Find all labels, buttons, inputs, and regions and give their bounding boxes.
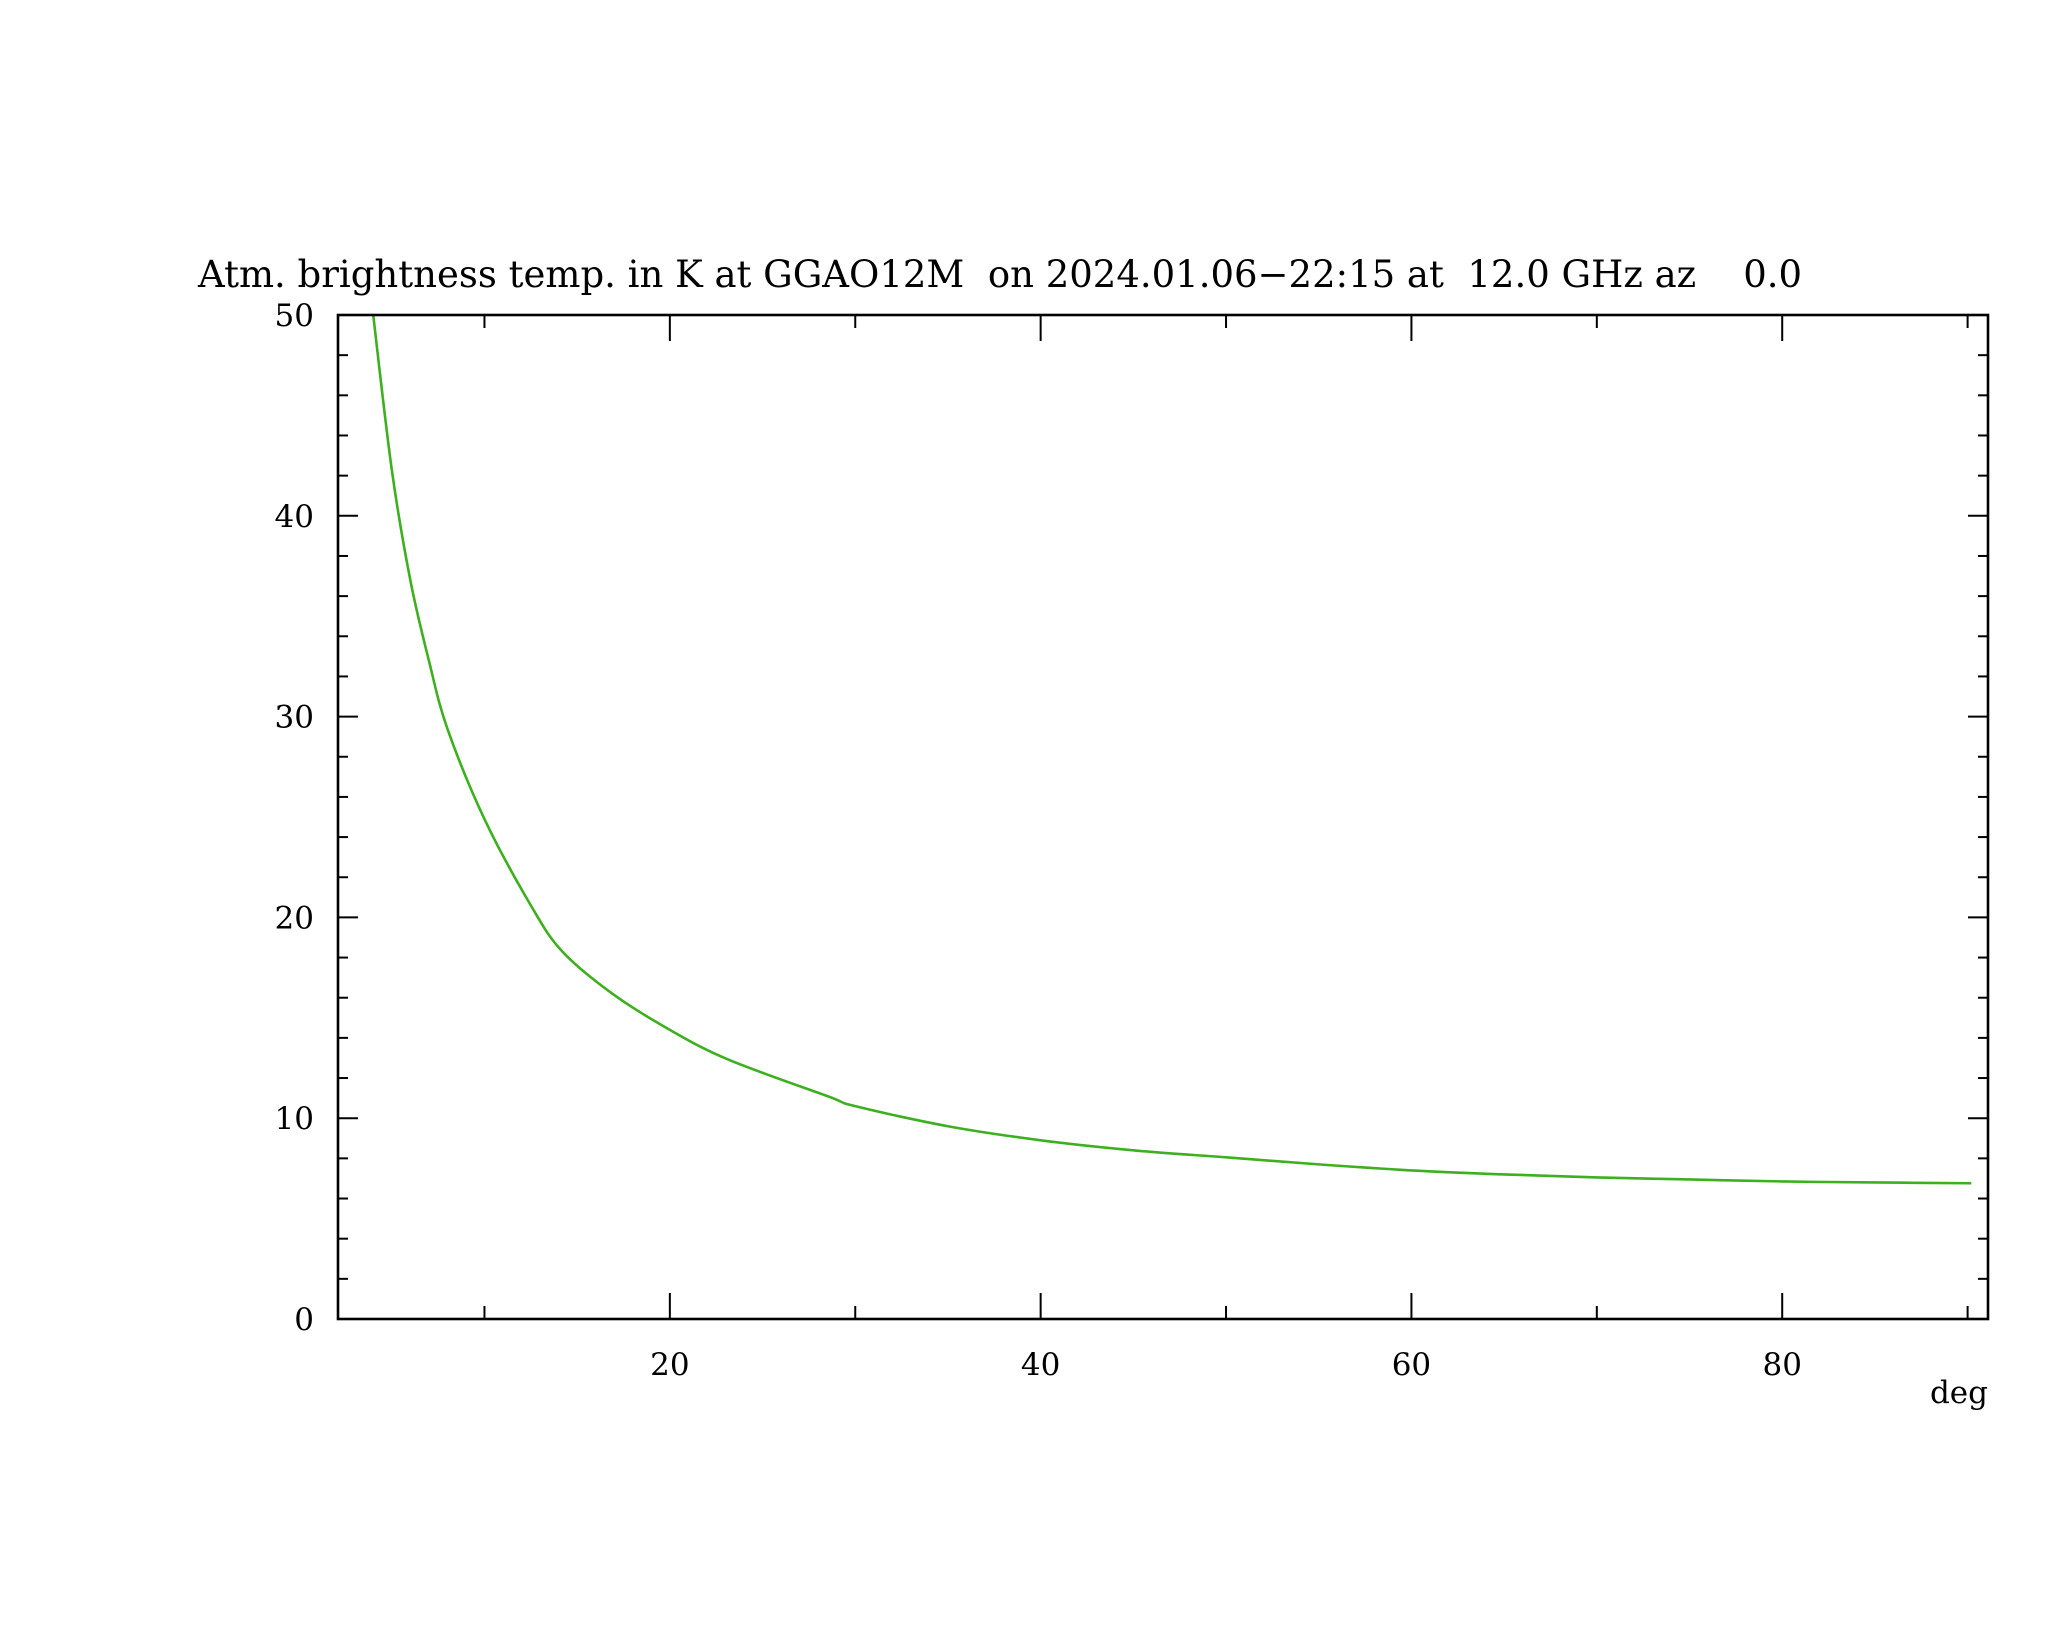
plot-frame xyxy=(336,313,1990,1321)
chart-title: Atm. brightness temp. in K at GGAO12M on… xyxy=(197,253,1802,296)
y-tick-label: 10 xyxy=(275,1101,314,1137)
x-axis-label: deg xyxy=(1930,1375,1988,1411)
axis-ticks xyxy=(338,314,1988,1320)
y-tick-label: 0 xyxy=(294,1302,314,1338)
y-tick-label: 50 xyxy=(275,298,314,334)
x-tick-label: 60 xyxy=(1392,1347,1431,1383)
series-line xyxy=(371,314,1972,1185)
tick-labels: 20 40 60 80 0 10 20 30 40 50 xyxy=(275,298,1802,1383)
x-tick-label: 40 xyxy=(1021,1347,1060,1383)
y-tick-label: 30 xyxy=(275,700,314,736)
y-tick-label: 40 xyxy=(275,499,314,535)
x-tick-label: 20 xyxy=(650,1347,689,1383)
x-tick-label: 80 xyxy=(1762,1347,1801,1383)
y-tick-label: 20 xyxy=(275,900,314,936)
